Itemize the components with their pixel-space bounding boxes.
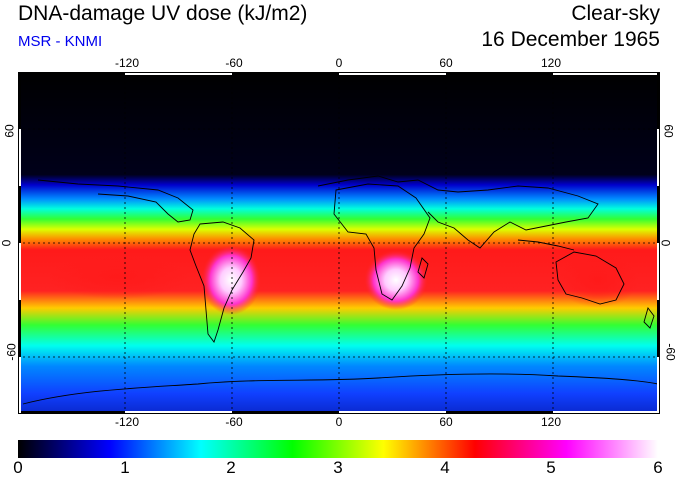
lon-label-bottom: -60 [225, 415, 243, 429]
coast-madagascar [417, 257, 429, 279]
frame-bar-left [18, 129, 21, 186]
lat-label-left: 0 [0, 239, 14, 247]
colorbar-label: 5 [546, 458, 556, 477]
frame-bar-right [657, 72, 660, 129]
coast-new-zealand [643, 307, 655, 329]
frame-bar-bottom [125, 411, 232, 414]
colorbar-label: 0 [13, 458, 23, 477]
lon-label-top: 60 [439, 56, 453, 70]
frame-bar-left [18, 72, 21, 129]
coast-south-america [189, 221, 255, 343]
lat-label-right: 60 [661, 124, 676, 138]
hotspot-southern-africa [364, 250, 428, 310]
frame-bar-bottom [18, 411, 125, 414]
lat-label-right: -60 [663, 343, 678, 361]
frame-bar-bottom [339, 411, 446, 414]
colorbar-label: 6 [653, 458, 663, 477]
coast-africa [333, 183, 431, 301]
frame-bar-top [553, 72, 660, 75]
coast-antarctica [22, 373, 659, 405]
lat-label-left: -60 [4, 343, 19, 361]
lon-label-top: -60 [225, 56, 243, 70]
lat-label-left: 60 [2, 124, 17, 138]
frame-bar-right [657, 357, 660, 414]
frame-bar-top [18, 72, 125, 75]
date-label: 16 December 1965 [481, 28, 660, 51]
frame-bar-right [657, 129, 660, 186]
frame-bar-left [18, 186, 21, 243]
frame-bar-top [339, 72, 446, 75]
uv-dose-map [18, 72, 660, 414]
frame-bar-right [657, 300, 660, 357]
frame-bar-bottom [446, 411, 553, 414]
coast-australia [555, 251, 625, 305]
uv-dose-colorbar [18, 440, 658, 458]
coast-north-america [37, 179, 194, 223]
lon-label-bottom: 120 [540, 415, 562, 429]
frame-bar-top [446, 72, 553, 75]
frame-bar-left [18, 300, 21, 357]
colorbar-label: 3 [333, 458, 343, 477]
lon-label-top: 120 [540, 56, 562, 70]
frame-bar-left [18, 357, 21, 414]
hotspot-south-pacific [48, 255, 188, 299]
sky-condition: Clear-sky [571, 2, 660, 25]
frame-bar-bottom [232, 411, 339, 414]
coast-eurasia [317, 175, 599, 249]
figure-title: DNA-damage UV dose (kJ/m2) [18, 2, 308, 25]
lat-label-right: 0 [658, 239, 673, 247]
colorbar-label: 1 [120, 458, 130, 477]
frame-bar-top [232, 72, 339, 75]
frame-bar-right [657, 186, 660, 243]
colorbar-label: 2 [226, 458, 236, 477]
lon-label-bottom: 0 [335, 415, 343, 429]
frame-bar-top [125, 72, 232, 75]
lon-label-bottom: 60 [439, 415, 453, 429]
frame-bar-left [18, 243, 21, 300]
frame-bar-bottom [553, 411, 660, 414]
coast-indonesia [517, 239, 575, 251]
hotspot-south-america [201, 245, 261, 315]
lon-label-bottom: -120 [114, 415, 140, 429]
lon-label-top: 0 [335, 56, 343, 70]
frame-bar-right [657, 243, 660, 300]
source-label: MSR - KNMI [18, 33, 103, 50]
hotspot-australia [558, 252, 638, 308]
colorbar-label: 4 [440, 458, 450, 477]
lon-label-top: -120 [114, 56, 140, 70]
